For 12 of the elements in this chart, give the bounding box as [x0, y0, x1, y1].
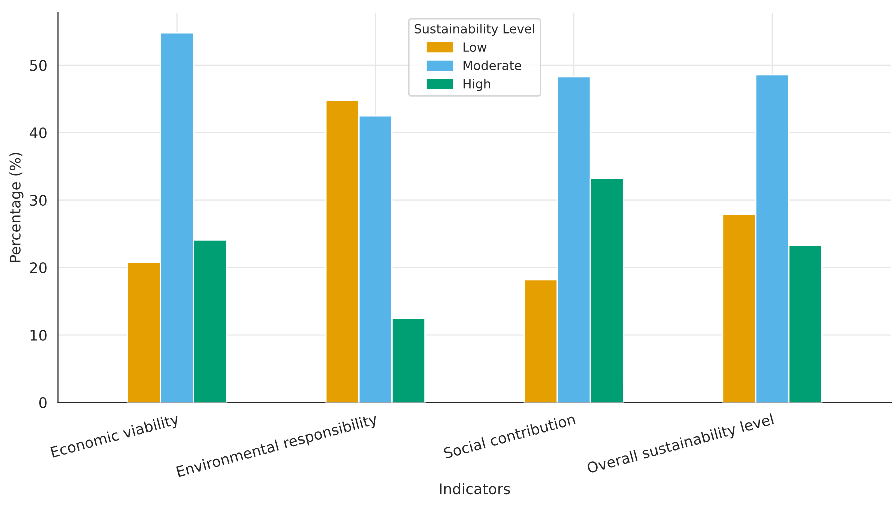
legend-title: Sustainability Level	[414, 24, 535, 36]
x-axis-title: Indicators	[440, 483, 510, 495]
legend-label: Low	[464, 42, 487, 52]
y-tick-label: 40	[30, 128, 47, 139]
legend-label: High	[464, 79, 490, 92]
y-tick-label: 0	[40, 397, 47, 408]
legend-label: Moderate	[464, 60, 522, 70]
y-tick-label: 10	[30, 330, 47, 341]
y-tick-label: 30	[30, 195, 47, 206]
y-tick-label: 50	[30, 60, 47, 72]
y-tick-label: 20	[30, 262, 47, 274]
y-axis-title: Percentage (%)	[10, 153, 24, 262]
